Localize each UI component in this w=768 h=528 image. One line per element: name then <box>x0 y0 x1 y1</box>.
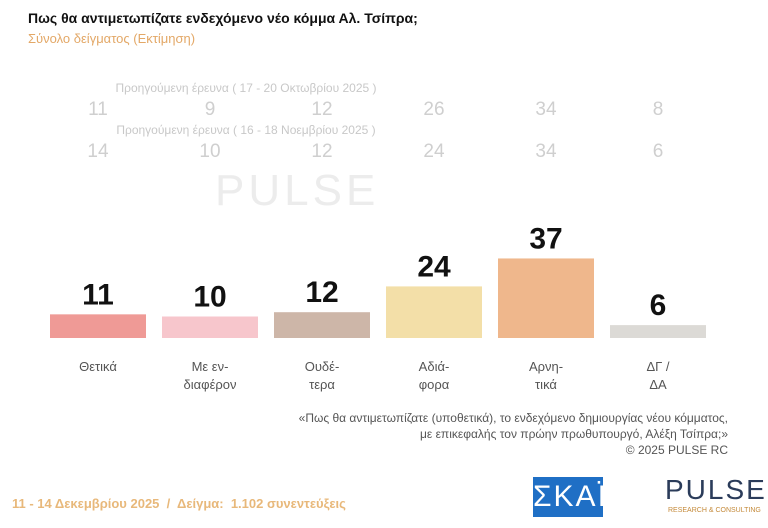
value-label: 37 <box>529 222 562 255</box>
value-label: 12 <box>305 276 338 309</box>
category-label: Θετικά <box>79 359 117 374</box>
previous-value: 12 <box>311 99 332 120</box>
category-label: Αρνη- τικά <box>528 359 564 392</box>
pulse-logo: PULSE <box>665 474 767 505</box>
previous-value: 10 <box>199 141 220 162</box>
previous-survey-label: Προηγούμενη έρευνα ( 17 - 20 Οκτωβρίου 2… <box>116 81 377 95</box>
bar <box>50 314 146 338</box>
bar <box>498 258 594 338</box>
previous-value: 14 <box>87 141 109 162</box>
category-label: Με εν- διαφέρον <box>183 359 237 392</box>
bar <box>274 312 370 338</box>
previous-value: 8 <box>653 99 664 120</box>
bar <box>386 286 482 338</box>
previous-value: 9 <box>205 99 216 120</box>
pulse-tag: RESEARCH & CONSULTING <box>668 507 761 514</box>
bar <box>610 325 706 338</box>
previous-value: 24 <box>423 141 445 162</box>
watermark: PULSE <box>215 166 379 215</box>
footer: 11 - 14 Δεκεμβρίου 2025 / Δείγμα: 1.102 … <box>12 496 346 511</box>
subtitle: Σύνολο δείγματος (Εκτίμηση) <box>28 31 196 46</box>
category-label: Ουδέ- τερα <box>304 359 340 392</box>
previous-value: 12 <box>311 141 332 162</box>
previous-value: 11 <box>88 99 108 120</box>
previous-value: 34 <box>535 99 557 120</box>
previous-value: 6 <box>653 141 664 162</box>
note: «Πως θα αντιμετωπίζατε (υποθετικά), το ε… <box>299 410 728 458</box>
value-label: 10 <box>193 281 226 314</box>
note-line: με επικεφαλής τον πρώην πρωθυπουργό, Αλέ… <box>419 427 728 441</box>
category-label: Αδιά- φορα <box>418 359 450 392</box>
skai-logo: ΣΚΑΪ <box>533 477 606 517</box>
previous-value: 34 <box>535 141 557 162</box>
copyright: © 2025 PULSE RC <box>625 443 728 457</box>
previous-survey-label: Προηγούμενη έρευνα ( 16 - 18 Νοεμβρίου 2… <box>116 123 375 137</box>
category-label: ΔΓ / ΔΑ <box>646 359 670 392</box>
value-label: 24 <box>417 250 451 283</box>
bar <box>162 316 258 338</box>
note-line: «Πως θα αντιμετωπίζατε (υποθετικά), το ε… <box>298 411 728 425</box>
value-label: 6 <box>650 289 667 322</box>
value-label: 11 <box>82 278 114 311</box>
title: Πως θα αντιμετωπίζατε ενδεχόμενο νέο κόμ… <box>28 10 418 26</box>
previous-value: 26 <box>423 99 444 120</box>
